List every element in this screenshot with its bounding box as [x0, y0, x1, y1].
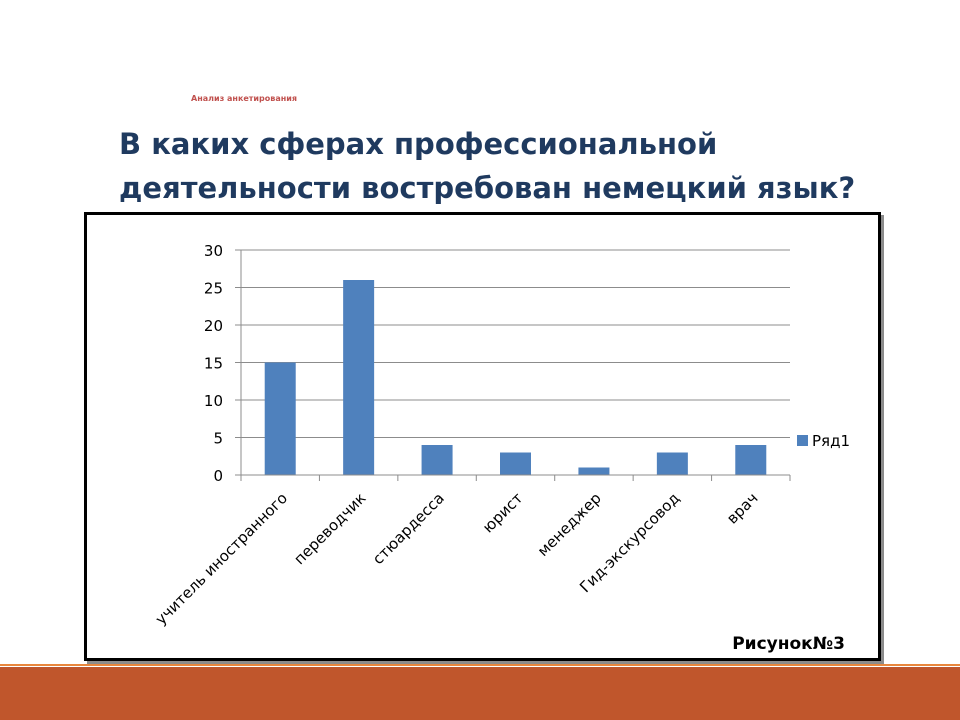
figure-caption: Рисунок№3 [732, 634, 845, 654]
bar [500, 452, 531, 475]
x-axis: учитель иностранного переводчик стюардесса… [152, 474, 791, 628]
slide-title-line-2: деятельности востребован немецкий язык? [119, 171, 856, 205]
bar [264, 362, 296, 475]
y-tick-label: 30 [204, 242, 223, 260]
x-tick-label: юрист [479, 489, 526, 536]
y-tick-label: 10 [204, 392, 223, 410]
legend-label: Ряд1 [812, 432, 850, 450]
chart-frame: 0 5 10 15 20 25 30 учитель иностранного перевод… [84, 212, 881, 661]
y-tick-label: 15 [204, 355, 223, 373]
bar [735, 445, 767, 475]
y-tick-label: 25 [204, 280, 223, 298]
bar [343, 280, 375, 475]
slide-subtitle: Анализ анкетирования [191, 94, 297, 103]
y-tick-label: 5 [213, 430, 223, 448]
x-tick-label: переводчик [290, 489, 369, 568]
slide-title-line-1: В каких сферах профессиональной [119, 127, 718, 161]
bar-chart: 0 5 10 15 20 25 30 учитель иностранного перевод… [152, 242, 850, 654]
y-tick-label: 20 [204, 317, 223, 335]
x-tick-label: стюардесса [369, 489, 448, 568]
slide-title: В каких сферах профессиональной деятельн… [119, 122, 899, 210]
x-tick-label: менеджер [534, 489, 605, 560]
bar [578, 467, 610, 475]
x-tick-label: врач [723, 489, 761, 527]
y-tick-label: 0 [213, 467, 223, 485]
bar [656, 452, 688, 475]
gridlines [241, 249, 790, 476]
y-axis: 0 5 10 15 20 25 30 [204, 242, 242, 485]
bars [264, 280, 767, 475]
legend-swatch [797, 435, 808, 446]
x-tick-label: учитель иностранного [152, 489, 291, 628]
footer-bar [0, 667, 960, 720]
footer-accent-line [0, 664, 960, 666]
bar [421, 445, 453, 475]
legend: Ряд1 [797, 432, 850, 450]
